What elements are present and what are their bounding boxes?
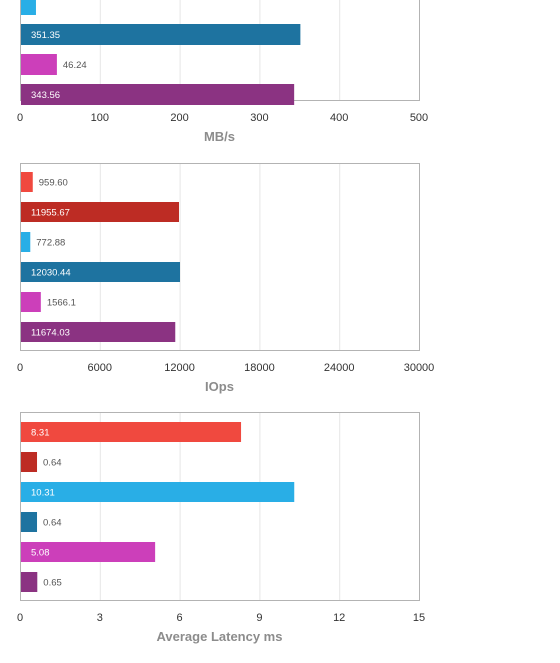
bar-value-label: 11674.03	[31, 328, 70, 339]
x-tick-label: 100	[91, 112, 109, 124]
plot-frame	[20, 163, 420, 351]
x-tick-label: 12	[333, 612, 345, 624]
bar	[21, 262, 181, 282]
x-tick-label: 300	[250, 112, 268, 124]
bar-value-label: 959.60	[39, 178, 68, 189]
bar-value-label: 0.65	[43, 578, 62, 589]
x-axis-label: IOps	[205, 379, 234, 394]
bar	[21, 24, 301, 45]
bar	[21, 572, 38, 592]
bar-value-label: 343.56	[31, 90, 60, 101]
bar	[21, 172, 33, 192]
x-tick-label: 0	[17, 362, 23, 374]
bar	[21, 292, 41, 312]
bar-value-label: 772.88	[36, 238, 65, 249]
bar	[21, 232, 31, 252]
x-tick-label: 200	[170, 112, 188, 124]
x-tick-label: 0	[17, 612, 23, 624]
bar	[21, 202, 180, 222]
bar	[21, 322, 176, 342]
plot-frame	[20, 412, 420, 601]
bar-value-label: 1566.1	[47, 298, 76, 309]
x-tick-label: 18000	[244, 362, 275, 374]
bar	[21, 512, 38, 532]
x-tick-label: 0	[17, 112, 23, 124]
bar	[21, 422, 242, 442]
bar	[21, 0, 36, 15]
bar-value-label: 12030.44	[31, 268, 71, 279]
x-tick-label: 9	[256, 612, 262, 624]
bar	[21, 84, 295, 105]
x-tick-label: 6	[177, 612, 183, 624]
x-tick-label: 12000	[164, 362, 195, 374]
bar-value-label: 0.64	[43, 458, 62, 469]
bar-value-label: 351.35	[31, 30, 60, 41]
plot-frame	[20, 0, 420, 101]
chart-0: 0 100 200 300 400 500 351.35 46.24 343.56 MB/s	[17, 0, 428, 144]
bar	[21, 542, 156, 562]
bar	[21, 482, 295, 502]
bar-value-label: 5.08	[31, 548, 50, 559]
chart-2: 0 3 6 9 12 15 8.31 0.64 10.31 0.64 5.08 0.65 Average…	[17, 412, 425, 644]
bar	[21, 54, 57, 75]
x-tick-label: 3	[97, 612, 103, 624]
x-axis-label: Average Latency ms	[157, 629, 283, 644]
bar-value-label: 0.64	[43, 518, 62, 529]
x-tick-label: 24000	[324, 362, 355, 374]
x-tick-label: 500	[410, 112, 428, 124]
x-tick-label: 30000	[404, 362, 435, 374]
x-tick-label: 400	[330, 112, 348, 124]
x-tick-label: 15	[413, 612, 425, 624]
bar-value-label: 11955.67	[31, 208, 70, 219]
chart-1: 0 6000 12000 18000 24000 30000 959.60 11955.67 7…	[17, 163, 435, 394]
x-tick-label: 6000	[88, 362, 112, 374]
bar-value-label: 10.31	[31, 488, 55, 499]
bar-value-label: 8.31	[31, 428, 50, 439]
bar	[21, 452, 38, 472]
x-axis-label: MB/s	[204, 129, 235, 144]
bar-value-label: 46.24	[63, 60, 87, 71]
